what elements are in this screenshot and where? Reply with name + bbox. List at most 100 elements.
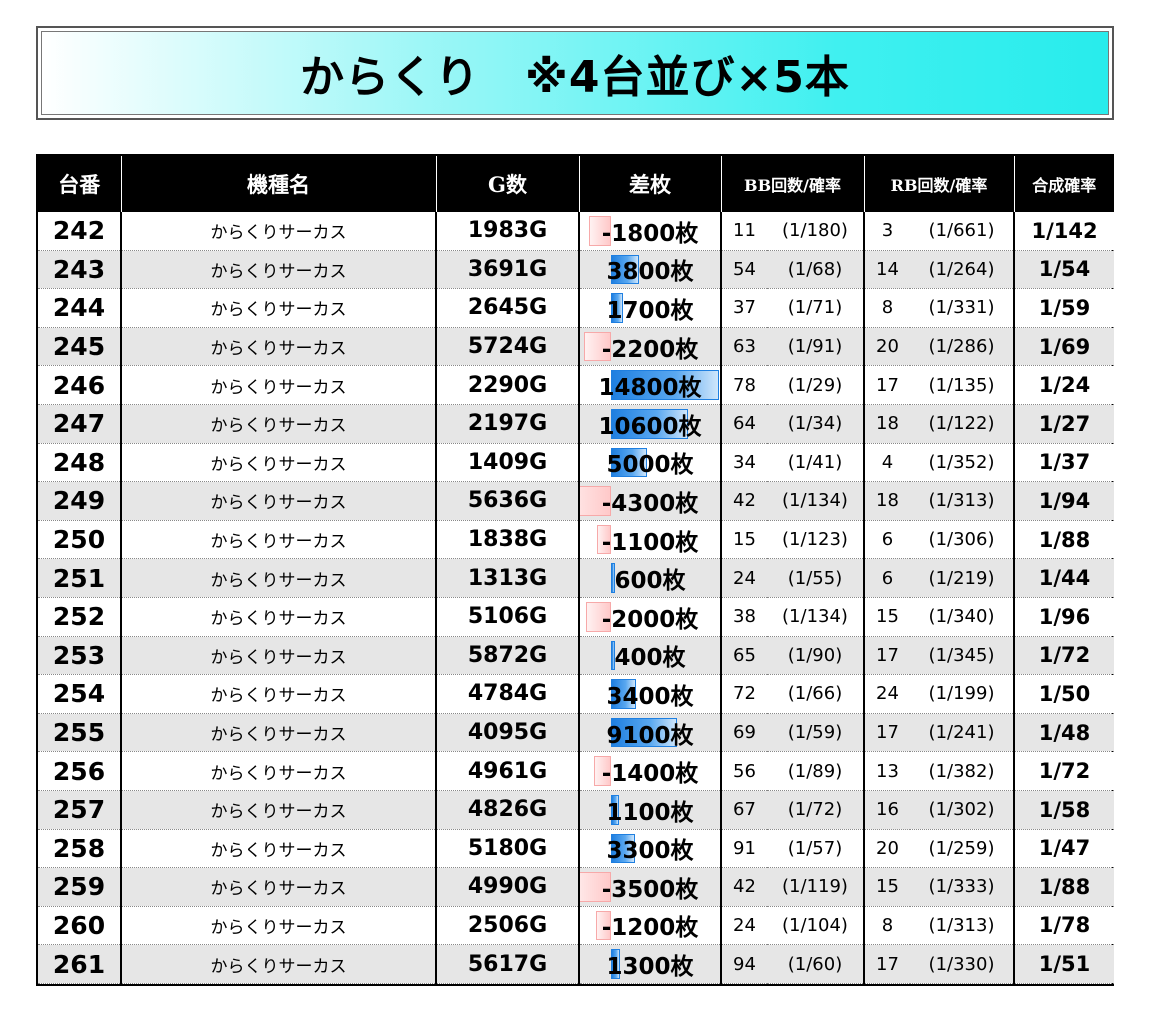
table-row: 250 からくりサーカス 1838G -1100枚 15 (1/123) 6 (1/306) 1… (38, 520, 1115, 560)
bb-rate-cell: (1/71) (767, 288, 865, 328)
bb-count-cell: 63 (721, 327, 767, 367)
game-count-cell: 5617G (436, 944, 580, 984)
bb-count-cell: 91 (721, 829, 767, 869)
positive-diff-bar (611, 949, 620, 979)
machine-number-cell: 253 (38, 636, 122, 676)
negative-diff-bar (589, 216, 611, 246)
combined-rate-cell: 1/72 (1014, 751, 1115, 791)
machine-number-cell: 251 (38, 558, 122, 598)
diff-value: 1300枚 (606, 954, 694, 981)
combined-rate-cell: 1/44 (1014, 558, 1115, 598)
game-count-cell: 4961G (436, 751, 580, 791)
diff-value: -1200枚 (601, 915, 699, 942)
game-count-cell: 2290G (436, 365, 580, 405)
table-row: 251 からくりサーカス 1313G 600枚 24 (1/55) 6 (1/219) 1/44 (38, 558, 1115, 598)
rb-rate-cell: (1/340) (910, 597, 1016, 637)
rb-count-cell: 14 (864, 250, 910, 290)
table-row: 260 からくりサーカス 2506G -1200枚 24 (1/104) 8 (1/313) 1… (38, 906, 1115, 946)
machine-name-cell: からくりサーカス (121, 597, 437, 637)
machine-name-cell: からくりサーカス (121, 443, 437, 483)
rb-count-cell: 17 (864, 944, 910, 984)
machine-number-cell: 248 (38, 443, 122, 483)
diff-value: 14800枚 (598, 375, 702, 402)
rb-rate-cell: (1/306) (910, 520, 1016, 560)
bb-rate-cell: (1/91) (767, 327, 865, 367)
machine-number-cell: 252 (38, 597, 122, 637)
rb-rate-cell: (1/333) (910, 867, 1016, 907)
rb-count-cell: 4 (864, 443, 910, 483)
diff-value: -1100枚 (601, 529, 699, 556)
game-count-cell: 1983G (436, 212, 580, 251)
diff-cell: -4300枚 (579, 481, 722, 521)
bb-count-cell: 15 (721, 520, 767, 560)
machine-number-cell: 258 (38, 829, 122, 869)
rb-rate-cell: (1/382) (910, 751, 1016, 791)
title-banner-inner: からくり ※4台並び×5本 (41, 31, 1109, 115)
bb-rate-cell: (1/134) (767, 481, 865, 521)
header-no: 台番 (38, 156, 122, 212)
table-row: 245 からくりサーカス 5724G -2200枚 63 (1/91) 20 (1/286) 1… (38, 327, 1115, 367)
rb-count-cell: 15 (864, 597, 910, 637)
machine-number-cell: 242 (38, 212, 122, 251)
machine-number-cell: 254 (38, 674, 122, 714)
table-row: 244 からくりサーカス 2645G 1700枚 37 (1/71) 8 (1/331) 1/5… (38, 288, 1115, 328)
bb-rate-cell: (1/55) (767, 558, 865, 598)
positive-diff-bar (611, 254, 639, 285)
machine-number-cell: 256 (38, 751, 122, 791)
machine-name-cell: からくりサーカス (121, 481, 437, 521)
negative-diff-bar (584, 331, 611, 362)
diff-cell: 5000枚 (579, 443, 722, 483)
negative-diff-bar (594, 756, 611, 786)
bb-rate-cell: (1/72) (767, 790, 865, 830)
combined-rate-cell: 1/94 (1014, 481, 1115, 521)
rb-count-cell: 18 (864, 404, 910, 444)
diff-value: -2200枚 (601, 336, 699, 363)
bb-count-cell: 34 (721, 443, 767, 483)
table-row: 246 からくりサーカス 2290G 14800枚 78 (1/29) 17 (1/135) 1… (38, 365, 1115, 405)
bb-count-cell: 37 (721, 288, 767, 328)
rb-count-cell: 20 (864, 829, 910, 869)
diff-cell: -1200枚 (579, 906, 722, 946)
diff-value: 3800枚 (606, 259, 694, 286)
machine-number-cell: 245 (38, 327, 122, 367)
diff-value: 600枚 (614, 568, 686, 595)
rb-count-cell: 24 (864, 674, 910, 714)
positive-diff-bar (611, 563, 615, 593)
diff-value: -3500枚 (601, 876, 699, 903)
combined-rate-cell: 1/58 (1014, 790, 1115, 830)
negative-diff-bar (579, 486, 611, 516)
rb-rate-cell: (1/302) (910, 790, 1016, 830)
machine-name-cell: からくりサーカス (121, 867, 437, 907)
rb-rate-cell: (1/661) (910, 212, 1016, 251)
diff-cell: 10600枚 (579, 404, 722, 444)
bb-rate-cell: (1/90) (767, 636, 865, 676)
bb-count-cell: 72 (721, 674, 767, 714)
rb-count-cell: 17 (864, 636, 910, 676)
rb-rate-cell: (1/122) (910, 404, 1016, 444)
machine-name-cell: からくりサーカス (121, 288, 437, 328)
rb-count-cell: 17 (864, 713, 910, 753)
rb-rate-cell: (1/330) (910, 944, 1016, 984)
game-count-cell: 2506G (436, 906, 580, 946)
bb-rate-cell: (1/34) (767, 404, 865, 444)
negative-diff-bar (597, 524, 611, 555)
diff-value: 3400枚 (606, 683, 694, 710)
rb-rate-cell: (1/313) (910, 481, 1016, 521)
rb-rate-cell: (1/219) (910, 558, 1016, 598)
table-row: 252 からくりサーカス 5106G -2000枚 38 (1/134) 15 (1/340)… (38, 597, 1115, 637)
diff-value: -4300枚 (601, 490, 699, 517)
combined-rate-cell: 1/54 (1014, 250, 1115, 290)
bb-rate-cell: (1/66) (767, 674, 865, 714)
diff-cell: 400枚 (579, 636, 722, 676)
bb-count-cell: 42 (721, 867, 767, 907)
bb-count-cell: 38 (721, 597, 767, 637)
header-name: 機種名 (121, 156, 437, 212)
rb-count-cell: 8 (864, 288, 910, 328)
rb-count-cell: 13 (864, 751, 910, 791)
bb-count-cell: 94 (721, 944, 767, 984)
diff-cell: 600枚 (579, 558, 722, 598)
rb-rate-cell: (1/241) (910, 713, 1016, 753)
table-row: 242 からくりサーカス 1983G -1800枚 11 (1/180) 3 (1/661) 1… (38, 212, 1115, 251)
negative-diff-bar (579, 872, 611, 902)
machine-name-cell: からくりサーカス (121, 751, 437, 791)
